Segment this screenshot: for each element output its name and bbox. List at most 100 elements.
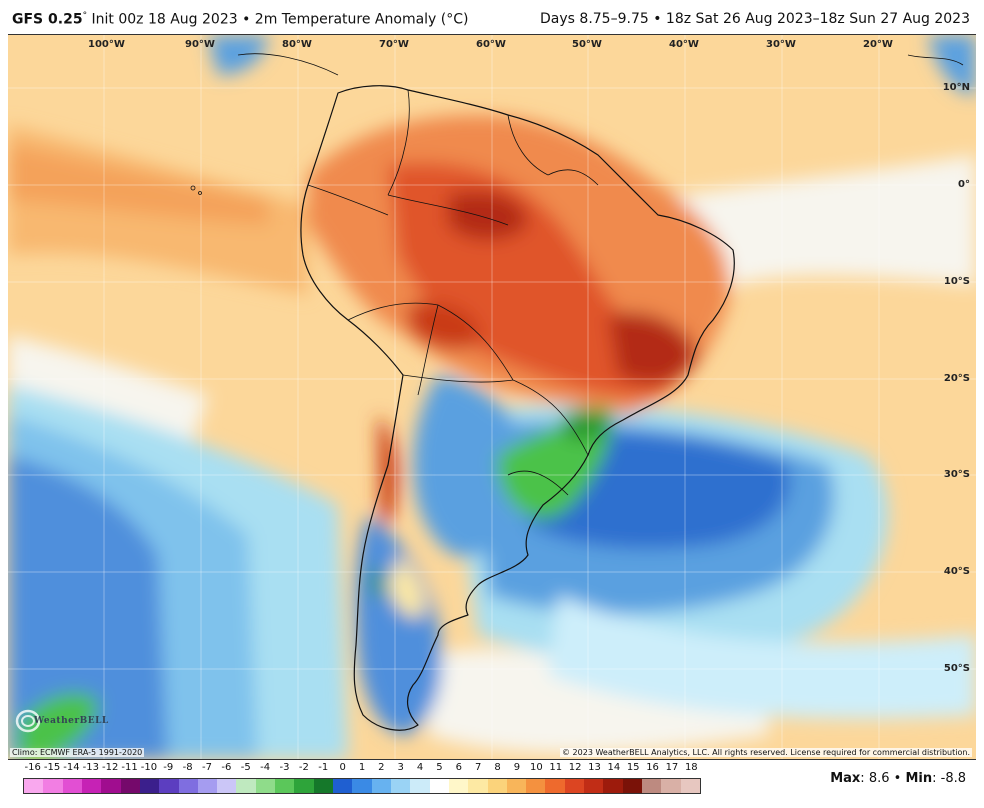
scale-tick-labels: -16 -15 -14 -13 -12 -11 -10 -9 -8 -7 -6 -5 -4 -3 -2 -1 0…	[23, 762, 701, 776]
min-value: -8.8	[940, 771, 966, 786]
scale-tick-label: -8	[182, 762, 193, 773]
scale-swatch	[275, 779, 295, 793]
scale-tick-label: -15	[43, 762, 61, 773]
scale-swatch	[468, 779, 488, 793]
lat-label-10s: 10°S	[943, 276, 970, 287]
scale-tick-label: 16	[646, 762, 659, 773]
min-label: Min	[905, 771, 933, 786]
scale-swatch	[333, 779, 353, 793]
scale-swatch	[255, 779, 276, 793]
scale-swatch	[680, 779, 700, 793]
lon-label-100w: 100°W	[88, 39, 125, 50]
scale-swatch	[448, 779, 469, 793]
scale-swatch	[390, 779, 411, 793]
pacific-warm-core	[8, 145, 268, 225]
scale-tick-label: 7	[475, 762, 482, 773]
lon-label-80w: 80°W	[282, 39, 312, 50]
scale-swatch	[24, 779, 44, 793]
argentina-cold	[413, 375, 528, 557]
lat-label-0: 0°	[958, 179, 970, 190]
scale-swatch	[545, 779, 565, 793]
scale-tick-label: -12	[101, 762, 119, 773]
logo-swirl-icon	[15, 709, 41, 733]
scale-tick-label: -3	[279, 762, 290, 773]
south-america-coastline	[300, 85, 735, 731]
model-name: GFS 0.25	[12, 11, 83, 28]
lon-label-30w: 30°W	[766, 39, 796, 50]
scale-tick-label: 18	[684, 762, 698, 773]
scale-swatch	[43, 779, 63, 793]
scale-tick-label: -7	[202, 762, 213, 773]
scale-tick-label: -11	[121, 762, 138, 773]
cold-pacific-strong	[8, 455, 168, 759]
scale-tick-label: -16	[24, 762, 41, 773]
scale-tick-label: 2	[378, 762, 385, 773]
scale-tick-label: 15	[626, 762, 640, 773]
lon-label-40w: 40°W	[669, 39, 699, 50]
scale-tick-label: -5	[240, 762, 251, 773]
scale-swatch	[564, 779, 585, 793]
header-title: GFS 0.25° Init 00z 18 Aug 2023 • 2m Temp…	[12, 11, 468, 28]
init-text: Init 00z 18 Aug 2023 • 2m Temperature An…	[91, 11, 469, 28]
scale-swatch	[506, 779, 527, 793]
lat-label-10n: 10°N	[942, 82, 970, 93]
scale-tick-label: -14	[63, 762, 80, 773]
scale-tick-label: 0	[339, 762, 346, 773]
lat-label-20s: 20°S	[943, 373, 970, 384]
lon-label-90w: 90°W	[185, 39, 215, 50]
graticule	[8, 35, 976, 759]
scale-swatch	[62, 779, 82, 793]
scale-swatch	[178, 779, 198, 793]
scale-swatch	[120, 779, 140, 793]
patagonia-cold	[355, 515, 442, 735]
scale-tick-label: 9	[513, 762, 521, 773]
bolivia-heat	[408, 302, 480, 349]
scale-swatch	[159, 779, 179, 793]
scale-tick-label: 8	[494, 762, 501, 773]
scale-tick-label: -6	[221, 762, 232, 773]
andes-cold-spot	[371, 565, 384, 600]
southwest-cold-spot	[18, 693, 98, 759]
scale-swatch	[217, 779, 237, 793]
degree-mark: °	[82, 11, 88, 21]
weatherbell-logo: WeatherBELL	[14, 707, 108, 735]
max-value: 8.6	[868, 771, 890, 786]
scale-tick-label: 10	[529, 762, 543, 773]
valid-period: Days 8.75–9.75 • 18z Sat 26 Aug 2023–18z…	[540, 11, 970, 27]
scale-swatch	[622, 779, 642, 793]
scale-tick-label: 5	[436, 762, 443, 773]
scale-tick-label: 12	[568, 762, 582, 773]
scale-tick-label: 4	[416, 762, 424, 773]
anomaly-map[interactable]: 100°W 90°W 80°W 70°W 60°W 50°W 40°W 30°W…	[8, 34, 976, 760]
lat-label-50s: 50°S	[943, 663, 970, 674]
color-scale: -16 -15 -14 -13 -12 -11 -10 -9 -8 -7 -6 -5 -4 -3 -2 -1 0…	[23, 762, 701, 794]
scale-tick-label: 1	[358, 762, 366, 773]
country-borders	[307, 89, 599, 496]
scale-swatch	[313, 779, 333, 793]
scale-swatch	[371, 779, 391, 793]
scale-swatch	[584, 779, 604, 793]
max-label: Max	[830, 771, 861, 786]
scale-tick-label: 14	[607, 762, 621, 773]
scale-swatch	[139, 779, 160, 793]
scale-swatch	[526, 779, 546, 793]
lat-label-30s: 30°S	[943, 469, 970, 480]
logo-wordmark: WeatherBELL	[34, 716, 109, 726]
scale-swatch	[236, 779, 256, 793]
scale-swatch	[429, 779, 449, 793]
scale-tick-label: -2	[298, 762, 309, 773]
scale-tick-label: 11	[549, 762, 563, 773]
scale-swatch	[101, 779, 121, 793]
scale-swatch	[294, 779, 314, 793]
scale-swatch	[352, 779, 372, 793]
scale-tick-label: -9	[163, 762, 174, 773]
scale-swatch	[410, 779, 430, 793]
scale-swatch	[642, 779, 662, 793]
lon-label-50w: 50°W	[572, 39, 602, 50]
scale-swatch	[197, 779, 218, 793]
chile-heat	[378, 415, 398, 526]
scale-tick-label: 6	[455, 762, 463, 773]
scale-tick-label: -1	[318, 762, 329, 773]
scale-tick-label: -10	[140, 762, 158, 773]
scale-swatch	[487, 779, 507, 793]
